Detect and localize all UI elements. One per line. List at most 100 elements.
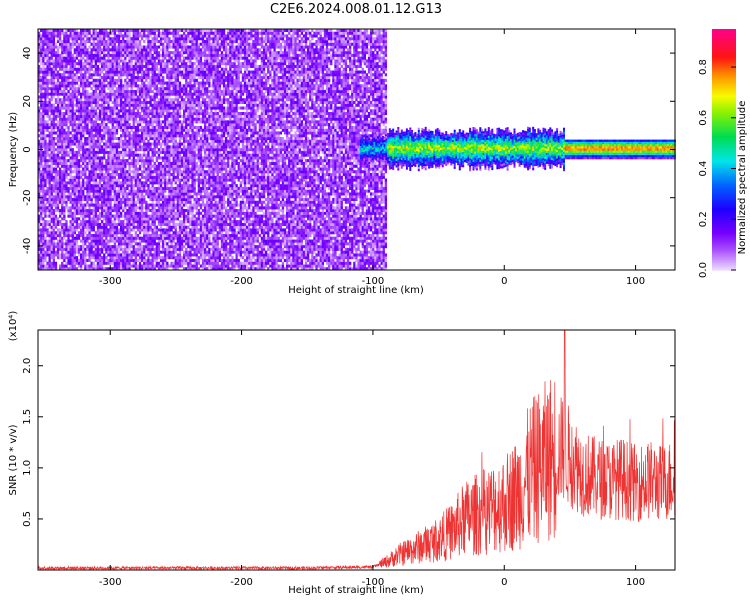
spectrogram-cell: [94, 109, 97, 113]
spectrogram-cell: [73, 170, 76, 174]
spectrogram-cell: [42, 195, 45, 199]
spectrogram-cell: [159, 62, 163, 66]
spectrogram-cell: [111, 209, 114, 213]
spectrogram-cell: [155, 264, 158, 268]
spectrogram-cell: [67, 106, 70, 110]
spectrogram-cell: [143, 92, 146, 96]
spectrogram-cell: [141, 173, 144, 177]
spectrogram-cell: [113, 81, 116, 85]
spectrogram-cell: [132, 153, 135, 157]
spectrogram-cell: [168, 250, 171, 254]
spectrogram-cell: [73, 258, 76, 262]
spectrogram-cell: [71, 106, 74, 110]
spectrogram-cell: [80, 222, 83, 226]
spectrogram-cell: [48, 164, 51, 168]
spectrogram-cell: [147, 100, 150, 104]
spectrogram-cell: [52, 84, 55, 88]
spectrogram-cell: [46, 264, 49, 268]
spectrogram-cell: [65, 242, 68, 246]
spectrogram-cell: [124, 256, 127, 260]
spectrogram-cell: [52, 159, 55, 163]
spectrogram-cell: [153, 214, 156, 218]
spectrogram-cell: [149, 123, 152, 127]
spectrogram-cell: [90, 217, 93, 221]
spectrogram-cell: [143, 142, 146, 146]
spectrogram-cell: [65, 92, 68, 96]
spectrogram-cell: [105, 200, 108, 204]
spectrogram-cell: [86, 167, 89, 171]
spectrogram-cell: [162, 206, 165, 210]
spectrogram-cell: [52, 81, 55, 85]
spectrogram-cell: [38, 109, 41, 113]
spectrogram-cell: [141, 222, 144, 226]
spectrogram-cell: [141, 197, 144, 201]
spectrogram-cell: [113, 64, 116, 68]
spectrogram-cell: [92, 220, 95, 224]
spectrogram-cell: [80, 70, 83, 74]
spectrogram-cell: [38, 153, 41, 157]
spectrogram-cell: [98, 134, 102, 138]
spectrogram-cell: [138, 242, 142, 246]
spectrogram-cell: [162, 239, 165, 243]
spectrogram-cell: [132, 206, 135, 210]
spectrogram-cell: [138, 159, 142, 163]
spectrogram-cell: [98, 109, 102, 113]
spectrogram-cell: [170, 189, 173, 193]
spectrogram-cell: [143, 258, 146, 262]
spectrogram-cell: [130, 242, 133, 246]
spectrogram-cell: [136, 153, 140, 157]
spectrogram-cell: [162, 34, 165, 38]
spectrogram-cell: [101, 28, 104, 32]
spectrogram-cell: [143, 64, 146, 68]
spectrogram-cell: [107, 95, 110, 99]
spectrogram-cell: [59, 92, 62, 96]
spectrogram-cell: [141, 203, 144, 207]
spectrogram-cell: [71, 175, 74, 179]
spectrogram-cell: [109, 142, 112, 146]
spectrogram-cell: [122, 37, 125, 41]
spectrogram-cell: [71, 250, 74, 254]
spectrogram-cell: [153, 125, 156, 129]
spectrogram-cell: [136, 128, 140, 132]
spectrogram-cell: [151, 159, 154, 163]
spectrogram-cell: [172, 178, 175, 182]
spectrogram-cell: [105, 197, 108, 201]
spectrogram-cell: [166, 125, 169, 129]
spectrogram-cell: [50, 148, 53, 152]
spectrogram-cell: [44, 53, 47, 57]
spectrogram-cell: [149, 34, 152, 38]
spectrogram-cell: [132, 134, 135, 138]
spectrogram-cell: [75, 178, 79, 182]
spectrogram-cell: [145, 120, 148, 124]
spectrogram-cell: [168, 92, 171, 96]
spectrogram-cell: [82, 117, 85, 121]
spectrogram-cell: [46, 245, 49, 249]
spectrogram-cell: [71, 120, 74, 124]
spectrogram-cell: [54, 117, 58, 121]
spectrogram-cell: [84, 28, 87, 32]
spectrogram-cell: [63, 178, 66, 182]
spectrogram-cell: [77, 84, 81, 88]
spectrogram-cell: [42, 28, 45, 32]
spectrogram-cell: [166, 159, 169, 163]
spectrogram-cell: [134, 267, 137, 271]
spectrogram-cell: [75, 78, 79, 82]
spectrogram-cell: [54, 42, 58, 46]
spectrogram-cell: [71, 31, 74, 35]
spectrogram-cell: [149, 45, 152, 49]
spectrogram-cell: [174, 261, 177, 265]
spectrogram-cell: [94, 250, 97, 254]
spectrogram-cell: [77, 250, 81, 254]
spectrogram-cell: [159, 37, 163, 41]
spectrogram-cell: [130, 73, 133, 77]
spectrogram-cell: [65, 81, 68, 85]
spectrogram-cell: [61, 51, 64, 55]
spectrogram-cell: [115, 106, 119, 110]
spectrogram-cell: [162, 81, 165, 85]
spectrogram-cell: [67, 45, 70, 49]
spectrogram-cell: [128, 62, 131, 66]
spectrogram-cell: [82, 56, 85, 60]
spectrogram-cell: [157, 150, 161, 154]
spectrogram-cell: [50, 214, 53, 218]
spectrogram-cell: [130, 70, 133, 74]
